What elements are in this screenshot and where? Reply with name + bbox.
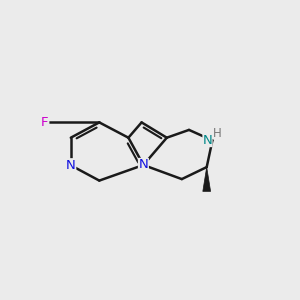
Text: F: F [41,116,49,129]
Text: N: N [203,134,212,147]
Text: H: H [213,128,222,140]
Text: N: N [66,159,76,172]
Text: N: N [139,158,148,172]
Polygon shape [203,167,211,191]
